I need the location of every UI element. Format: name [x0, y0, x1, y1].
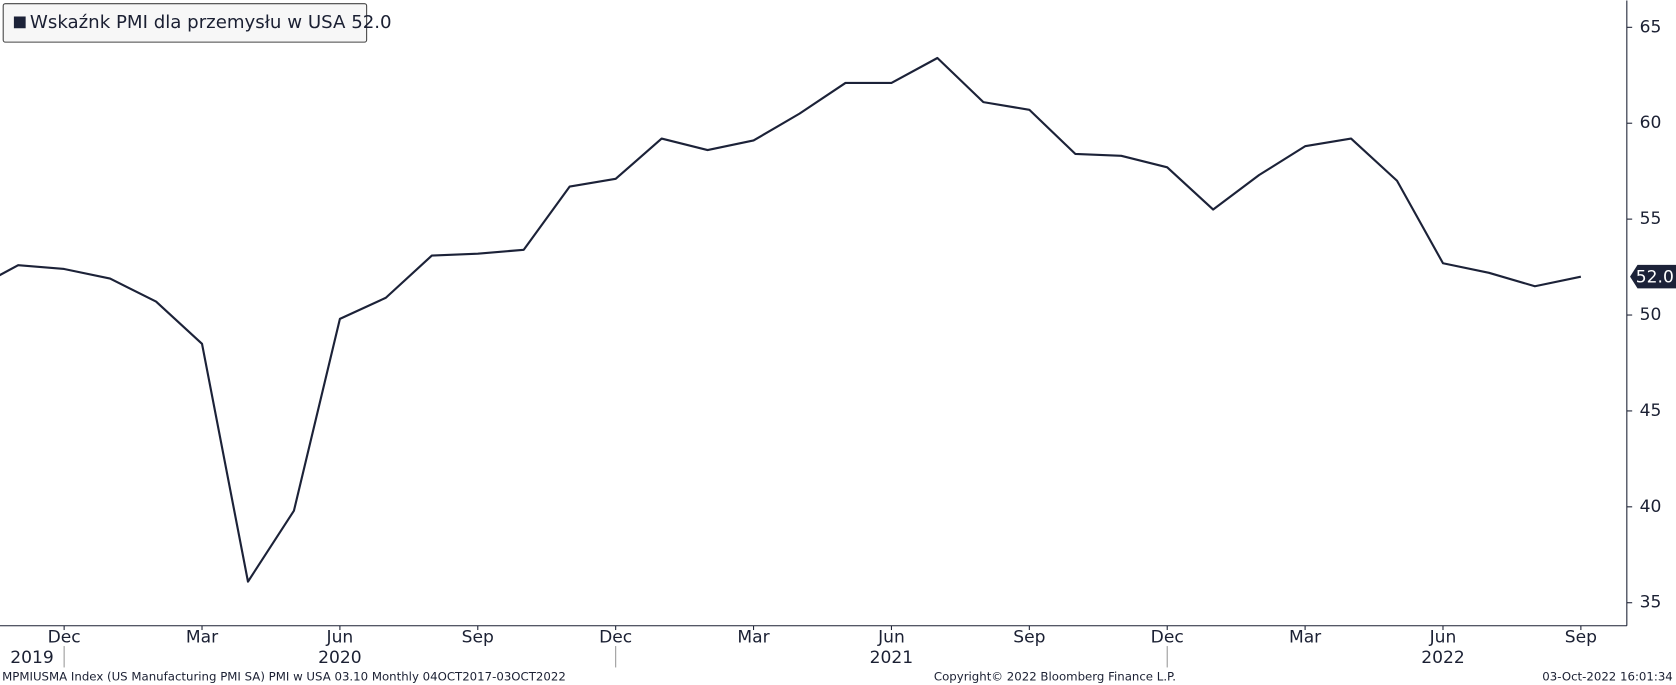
legend-box: [2, 3, 368, 43]
x-tick-label: Dec: [1151, 628, 1184, 648]
y-tick-label: 35: [1640, 593, 1662, 613]
footer-left: MPMIUSMA Index (US Manufacturing PMI SA)…: [2, 670, 566, 684]
legend-value: 52.0: [351, 12, 391, 33]
last-value-tag: [1630, 264, 1676, 289]
year-label: 2020: [318, 648, 362, 668]
y-tick-label: 60: [1640, 113, 1662, 133]
plot: [0, 56, 1582, 583]
x-tick-label: Sep: [462, 628, 494, 648]
x-tick-label: Jun: [877, 628, 905, 648]
y-tick-label: 50: [1640, 305, 1662, 325]
x-tick-label: Mar: [186, 628, 219, 648]
legend: Wskaźnk PMI dla przemysłu w USA 52.0: [2, 3, 392, 43]
year-label: 2022: [1421, 648, 1465, 668]
legend-name: Wskaźnk PMI dla przemysłu w USA: [30, 12, 346, 33]
year-label: 2021: [870, 648, 914, 668]
x-tick-label: Sep: [1013, 628, 1045, 648]
x-tick-label: Jun: [1429, 628, 1457, 648]
series-line: [0, 56, 1582, 583]
y-tick-label: 55: [1640, 209, 1662, 229]
last-value-label: 52.0: [1636, 268, 1674, 288]
x-tick-label: Dec: [48, 628, 81, 648]
year-label: 2019: [10, 648, 54, 668]
x-tick-label: Mar: [737, 628, 770, 648]
y-tick-label: 65: [1640, 17, 1662, 37]
legend-label: Wskaźnk PMI dla przemysłu w USA 52.0: [30, 12, 392, 33]
y-tick-label: 45: [1640, 401, 1662, 421]
footer-center: Copyright© 2022 Bloomberg Finance L.P.: [934, 670, 1176, 684]
x-tick-label: Mar: [1289, 628, 1322, 648]
y-tick-label: 40: [1640, 497, 1662, 517]
legend-swatch: [13, 16, 26, 29]
x-tick-label: Sep: [1565, 628, 1597, 648]
x-tick-label: Jun: [326, 628, 354, 648]
footer-right: 03-Oct-2022 16:01:34: [1542, 670, 1672, 684]
x-tick-label: Dec: [599, 628, 632, 648]
